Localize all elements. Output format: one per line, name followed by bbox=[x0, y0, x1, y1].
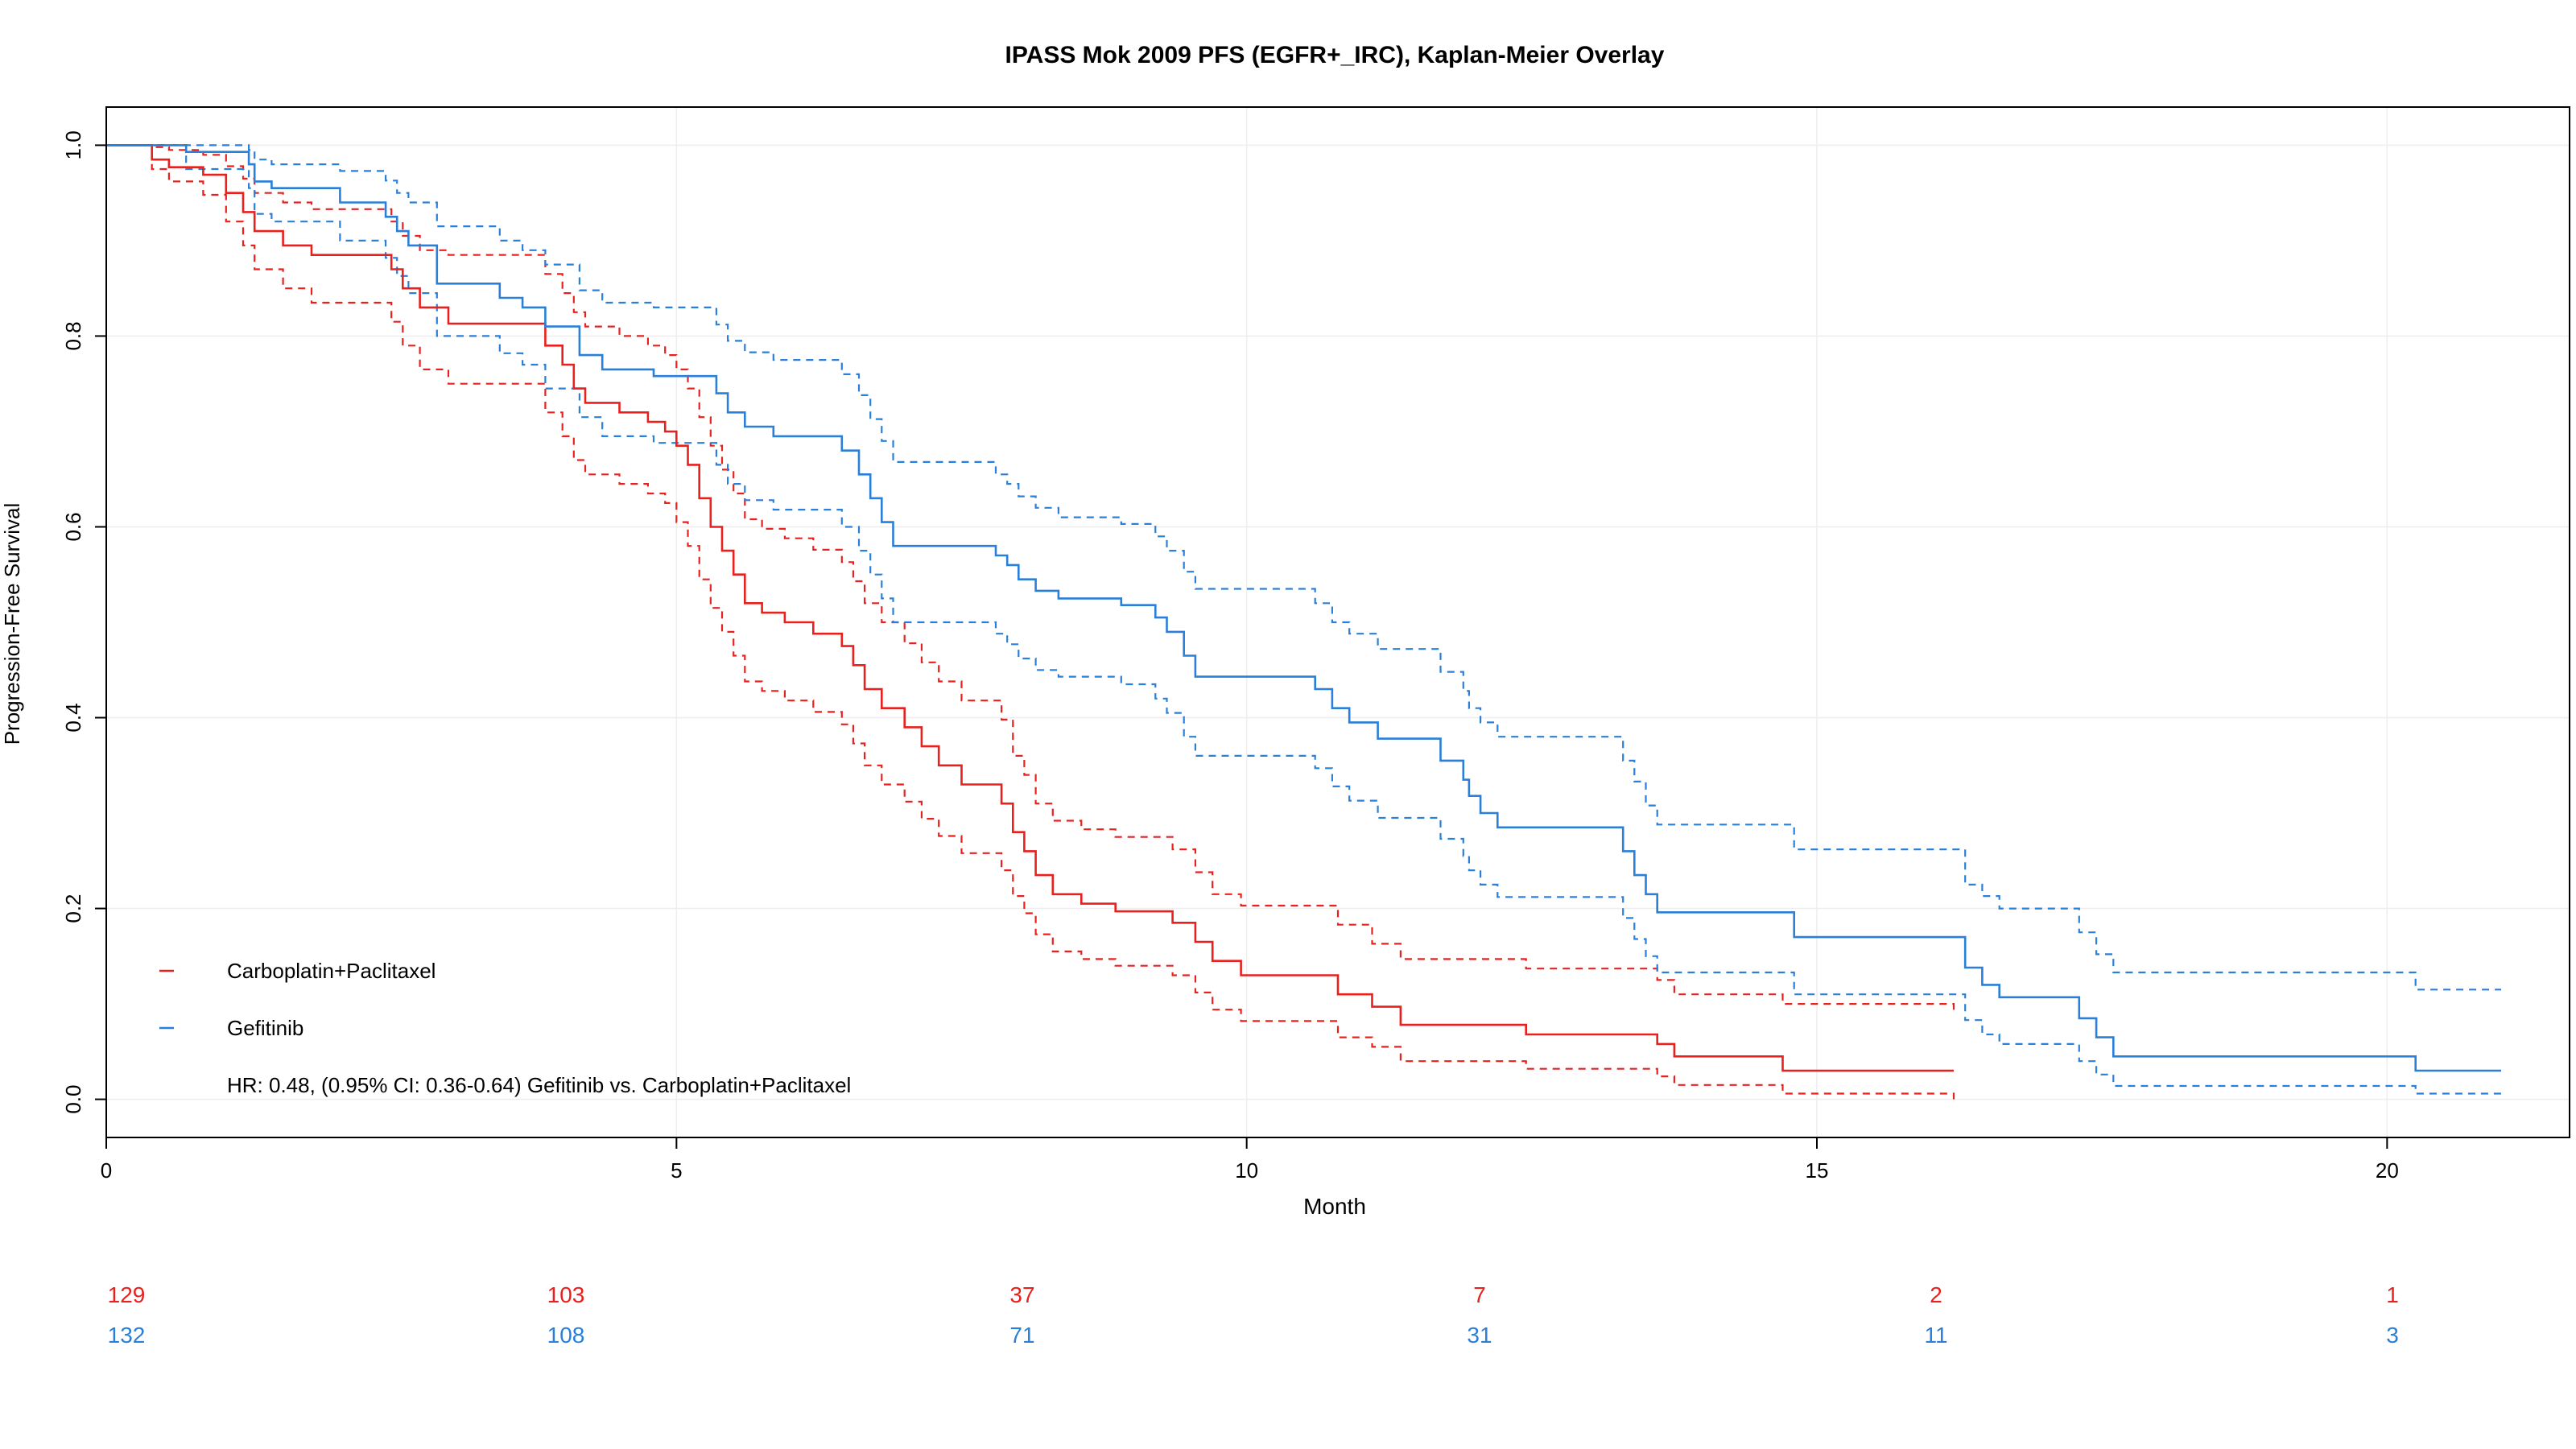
y-tick-label-3: 0.6 bbox=[61, 512, 85, 541]
axes: 0 5 10 15 20 0.0 0.2 0.4 0.6 0.8 1.0 bbox=[61, 130, 2399, 1183]
series-0-curve bbox=[106, 144, 1954, 1072]
legend-label-0: Carboplatin+Paclitaxel bbox=[227, 959, 436, 983]
risk-count-0-0: 129 bbox=[108, 1282, 146, 1307]
x-tick-label-1: 5 bbox=[671, 1158, 682, 1183]
x-tick-label-2: 10 bbox=[1235, 1158, 1258, 1183]
y-axis-label: Progression-Free Survival bbox=[0, 503, 24, 745]
risk-count-1-2: 71 bbox=[1009, 1323, 1034, 1348]
risk-count-0-2: 37 bbox=[1009, 1282, 1034, 1307]
series-0-lower-ci bbox=[106, 144, 1955, 1100]
chart-title: IPASS Mok 2009 PFS (EGFR+_IRC), Kaplan-M… bbox=[1005, 42, 1665, 68]
series-1-lower-ci bbox=[106, 144, 2501, 1095]
risk-count-0-5: 1 bbox=[2386, 1282, 2399, 1307]
risk-count-1-4: 11 bbox=[1924, 1323, 1947, 1348]
x-tick-label-0: 0 bbox=[101, 1158, 112, 1183]
risk-count-1-0: 132 bbox=[108, 1323, 146, 1348]
risk-count-1-5: 3 bbox=[2386, 1323, 2399, 1348]
confidence-bands bbox=[106, 144, 2501, 1100]
risk-count-1-3: 31 bbox=[1467, 1323, 1492, 1348]
risk-count-1-1: 108 bbox=[547, 1323, 585, 1348]
y-tick-label-4: 0.8 bbox=[61, 321, 85, 350]
survival-curves bbox=[106, 144, 2501, 1072]
x-tick-label-4: 20 bbox=[2376, 1158, 2399, 1183]
series-0-upper-ci bbox=[106, 144, 1955, 1013]
y-tick-label-5: 1.0 bbox=[61, 130, 85, 159]
y-tick-label-0: 0.0 bbox=[61, 1085, 85, 1114]
series-1-curve bbox=[106, 144, 2501, 1072]
legend: Carboplatin+Paclitaxel Gefitinib HR: 0.48,… bbox=[159, 959, 851, 1097]
grid bbox=[105, 107, 2570, 1137]
legend-label-1: Gefitinib bbox=[227, 1016, 303, 1040]
risk-count-0-3: 7 bbox=[1473, 1282, 1486, 1307]
risk-count-0-1: 103 bbox=[547, 1282, 585, 1307]
risk-table: 129 103 37 7 2 1 132 108 71 31 11 3 bbox=[108, 1282, 2399, 1348]
series-1-upper-ci bbox=[106, 144, 2501, 991]
y-tick-label-2: 0.4 bbox=[61, 703, 85, 732]
x-axis-label: Month bbox=[1303, 1194, 1366, 1219]
hazard-ratio-note: HR: 0.48, (0.95% CI: 0.36-0.64) Gefitini… bbox=[227, 1073, 851, 1097]
risk-count-0-4: 2 bbox=[1930, 1282, 1942, 1307]
y-tick-label-1: 0.2 bbox=[61, 894, 85, 923]
x-tick-label-3: 15 bbox=[1806, 1158, 1829, 1183]
